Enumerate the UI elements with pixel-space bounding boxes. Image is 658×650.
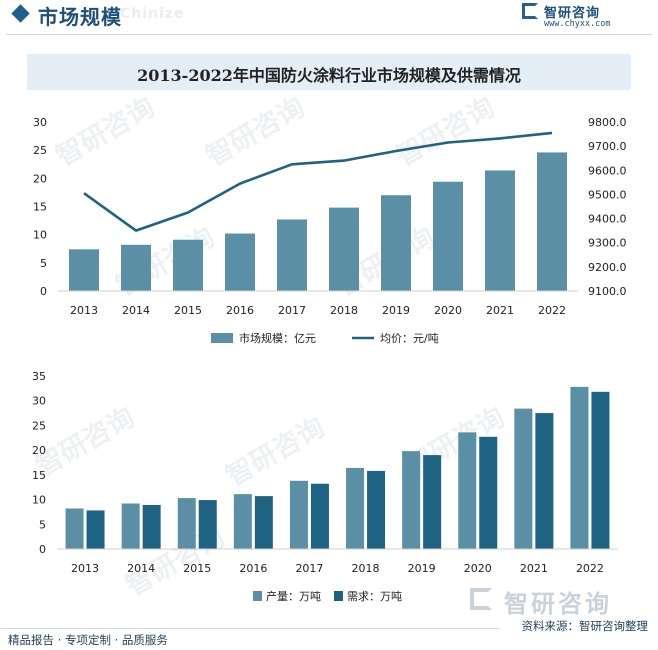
footer-logo: 智研咨询 — [470, 586, 640, 618]
y-tick-label: 30 — [32, 395, 46, 408]
footer-divider — [0, 628, 500, 629]
bar — [479, 436, 498, 549]
x-tick-label: 2019 — [408, 562, 436, 575]
bar — [381, 195, 411, 291]
page-title: 市场规模 — [38, 5, 122, 29]
bar — [198, 500, 217, 549]
x-tick-label: 2020 — [464, 562, 492, 575]
x-tick-label: 2015 — [183, 562, 211, 575]
brand-mark-icon — [522, 3, 538, 19]
legend-label: 需求：万吨 — [347, 590, 402, 603]
x-tick-label: 2021 — [486, 304, 514, 317]
chart-title-box: 2013-2022年中国防火涂料行业市场规模及供需情况 — [27, 54, 631, 90]
x-tick-label: 2015 — [174, 304, 202, 317]
x-tick-label: 2018 — [330, 304, 358, 317]
bar — [177, 498, 196, 549]
x-tick-label: 2013 — [70, 304, 98, 317]
y-right-tick-label: 9300.0 — [588, 237, 627, 250]
x-tick-label: 2022 — [576, 562, 604, 575]
x-tick-label: 2020 — [434, 304, 462, 317]
bar — [173, 239, 203, 291]
y-right-tick-label: 9100.0 — [588, 285, 627, 298]
x-tick-label: 2014 — [122, 304, 150, 317]
x-tick-label: 2016 — [239, 562, 267, 575]
header-divider — [6, 34, 652, 35]
x-tick-label: 2017 — [278, 304, 306, 317]
legend-swatch-bar — [253, 591, 262, 601]
x-tick-label: 2016 — [226, 304, 254, 317]
bar — [310, 483, 329, 549]
brand-url: www.chyxx.com — [544, 19, 611, 29]
y-right-tick-label: 9200.0 — [588, 261, 627, 274]
x-tick-label: 2022 — [538, 304, 566, 317]
bar — [535, 413, 554, 549]
y-tick-label: 0 — [39, 543, 46, 556]
legend-label: 均价：元/吨 — [380, 332, 439, 345]
y-left-tick-label: 25 — [33, 144, 47, 157]
x-tick-label: 2017 — [295, 562, 323, 575]
header-ghost-text: Chinize — [120, 6, 185, 22]
bar — [514, 408, 533, 549]
bar — [591, 391, 610, 549]
source-note: 资料来源：智研咨询整理 — [521, 619, 649, 633]
legend-swatch-bar — [334, 591, 343, 601]
y-tick-label: 35 — [32, 370, 46, 383]
y-left-tick-label: 20 — [33, 172, 47, 185]
bar — [289, 480, 308, 549]
bar — [367, 470, 386, 549]
x-tick-label: 2019 — [382, 304, 410, 317]
bar — [329, 207, 359, 291]
y-left-tick-label: 30 — [33, 116, 47, 129]
bar — [65, 508, 84, 549]
bar — [458, 432, 477, 549]
bar — [485, 170, 515, 291]
y-right-tick-label: 9500.0 — [588, 188, 627, 201]
x-tick-label: 2014 — [127, 562, 155, 575]
bar — [402, 451, 421, 549]
footer-tagline: 精品报告 · 专项定制 · 品质服务 — [8, 633, 168, 647]
page-header: 市场规模 Chinize 智研咨询 www.chyxx.com — [0, 0, 658, 30]
footer-logo-text: 智研咨询 — [504, 590, 612, 618]
bar — [233, 494, 252, 549]
price-line — [83, 131, 553, 232]
bar — [570, 386, 589, 549]
y-tick-label: 10 — [32, 494, 46, 507]
y-left-tick-label: 5 — [40, 257, 47, 270]
bar — [277, 219, 307, 291]
legend-label: 产量：万吨 — [266, 589, 321, 603]
y-left-tick-label: 0 — [40, 285, 47, 298]
bar — [142, 505, 161, 549]
y-right-tick-label: 9800.0 — [588, 116, 627, 129]
bar — [121, 503, 140, 549]
bar — [537, 152, 567, 291]
bar — [121, 244, 151, 291]
bar — [254, 496, 273, 549]
legend-label: 市场规模：亿元 — [239, 331, 316, 345]
brand-logo: 智研咨询 www.chyxx.com — [522, 3, 642, 33]
y-right-tick-label: 9700.0 — [588, 140, 627, 153]
bar — [423, 455, 442, 549]
bar — [433, 181, 463, 291]
x-tick-label: 2018 — [352, 562, 380, 575]
bar — [225, 233, 255, 291]
y-right-tick-label: 9400.0 — [588, 213, 627, 226]
chart-title: 2013-2022年中国防火涂料行业市场规模及供需情况 — [137, 66, 521, 85]
y-tick-label: 20 — [32, 444, 46, 457]
y-tick-label: 25 — [32, 419, 46, 432]
y-tick-label: 15 — [32, 469, 46, 482]
brand-mark-icon — [470, 588, 492, 610]
y-left-tick-label: 15 — [33, 201, 47, 214]
x-tick-label: 2013 — [71, 562, 99, 575]
bar — [69, 249, 99, 291]
y-right-tick-label: 9600.0 — [588, 164, 627, 177]
brand-name: 智研咨询 — [544, 6, 601, 21]
bar — [346, 467, 365, 549]
y-left-tick-label: 10 — [33, 229, 47, 242]
y-tick-label: 5 — [39, 518, 46, 531]
bar — [86, 510, 105, 549]
legend-swatch-bar — [211, 333, 233, 343]
x-tick-label: 2021 — [520, 562, 548, 575]
